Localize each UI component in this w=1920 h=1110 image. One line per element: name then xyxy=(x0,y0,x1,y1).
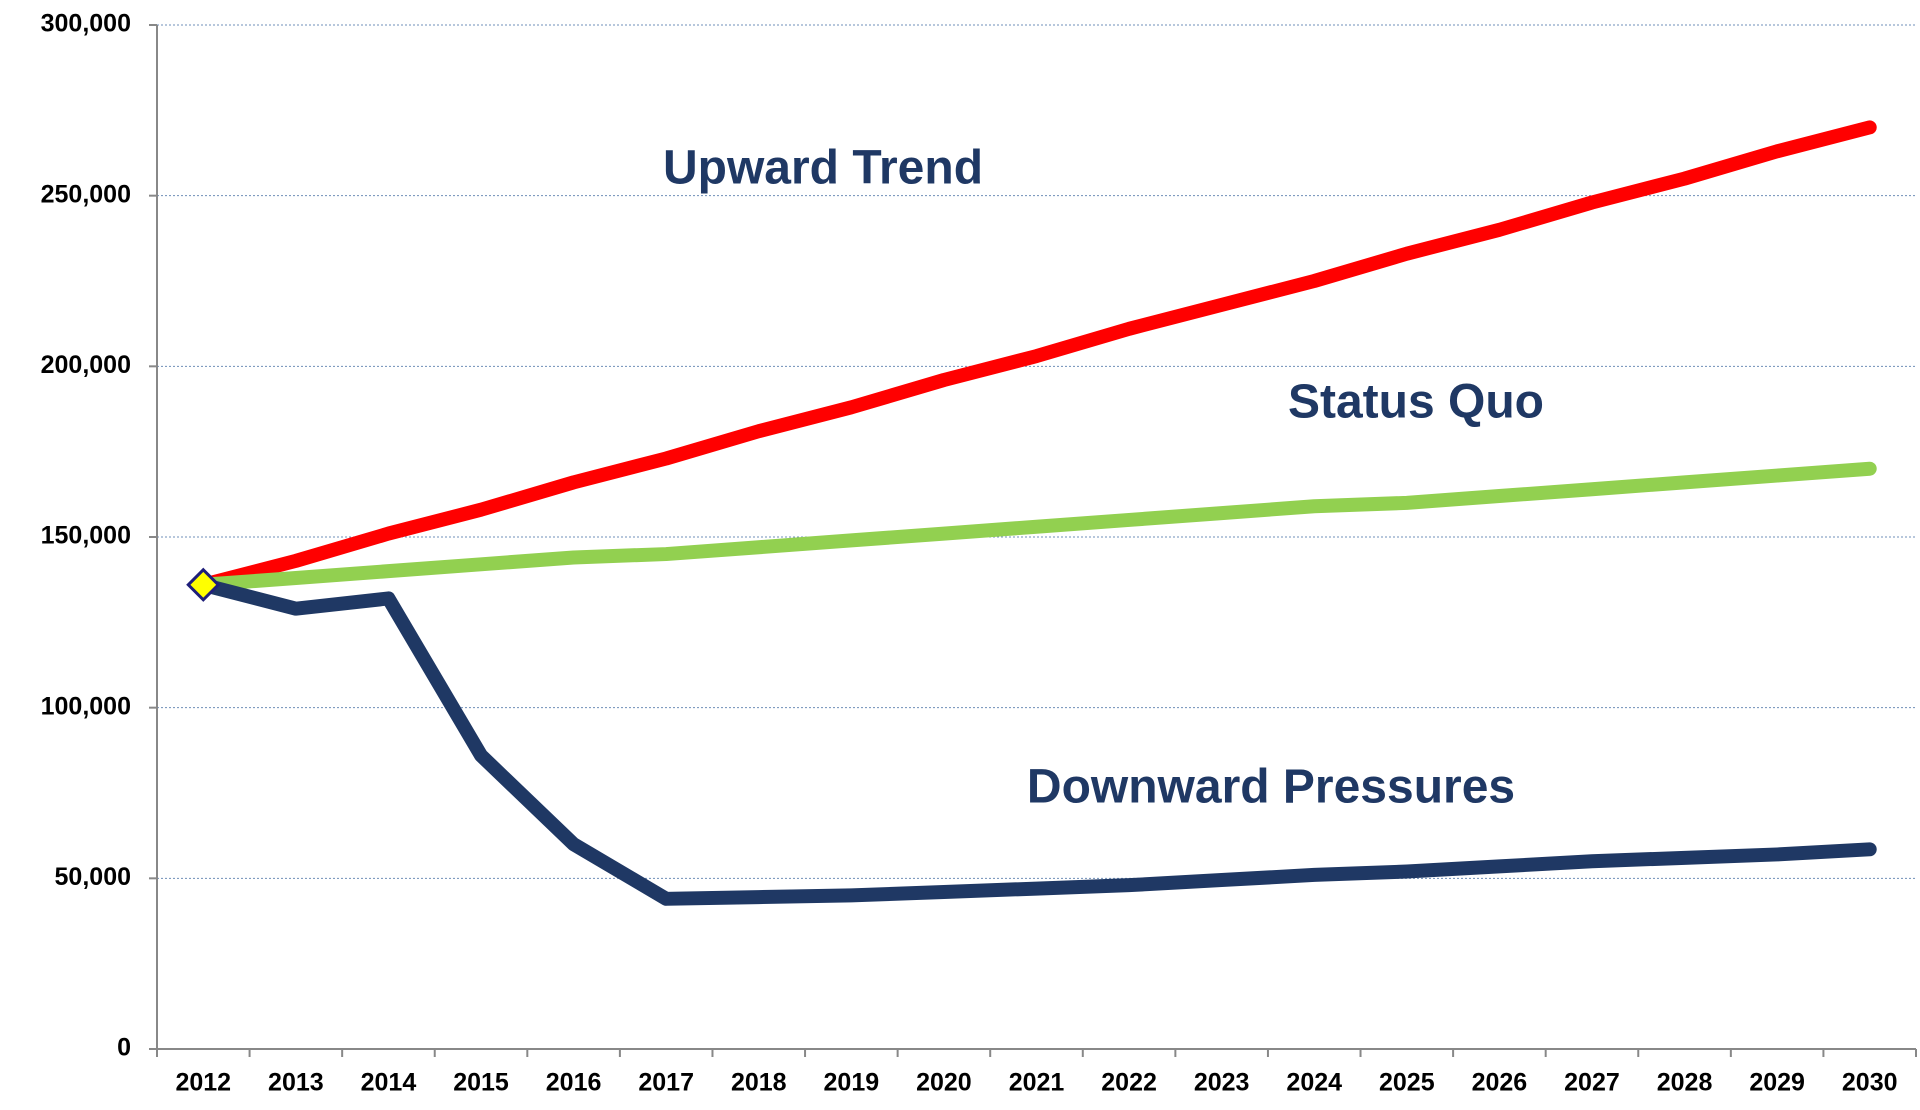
x-tick-label: 2030 xyxy=(1842,1069,1898,1097)
x-tick-label: 2021 xyxy=(1009,1069,1065,1097)
start-marker xyxy=(186,567,221,602)
x-tick-label: 2024 xyxy=(1286,1069,1342,1097)
y-tick-label: 300,000 xyxy=(41,10,131,38)
y-tick-label: 100,000 xyxy=(41,692,131,720)
y-tick-label: 150,000 xyxy=(41,522,131,550)
series-line xyxy=(196,577,1877,906)
x-tick-label: 2020 xyxy=(916,1069,972,1097)
x-tick-label: 2023 xyxy=(1194,1069,1250,1097)
x-tick-label: 2022 xyxy=(1101,1069,1157,1097)
series-line xyxy=(196,120,1877,592)
x-tick-label: 2015 xyxy=(453,1069,509,1097)
x-tick-label: 2025 xyxy=(1379,1069,1435,1097)
series-label: Upward Trend xyxy=(663,142,983,195)
x-tick-label: 2014 xyxy=(361,1069,417,1097)
series-label: Downward Pressures xyxy=(1027,761,1515,814)
x-tick-label: 2018 xyxy=(731,1069,787,1097)
x-tick-label: 2019 xyxy=(824,1069,880,1097)
y-tick-label: 200,000 xyxy=(41,351,131,379)
x-tick-label: 2029 xyxy=(1749,1069,1805,1097)
x-tick-label: 2017 xyxy=(638,1069,694,1097)
x-tick-label: 2028 xyxy=(1657,1069,1713,1097)
y-tick-label: 0 xyxy=(117,1034,131,1062)
x-tick-label: 2012 xyxy=(175,1069,231,1097)
x-tick-label: 2026 xyxy=(1472,1069,1528,1097)
series-label: Status Quo xyxy=(1288,376,1544,429)
y-tick-label: 250,000 xyxy=(41,180,131,208)
x-tick-label: 2027 xyxy=(1564,1069,1620,1097)
x-tick-label: 2013 xyxy=(268,1069,324,1097)
series-line xyxy=(196,461,1877,592)
x-tick-label: 2016 xyxy=(546,1069,602,1097)
y-tick-label: 50,000 xyxy=(55,863,131,891)
